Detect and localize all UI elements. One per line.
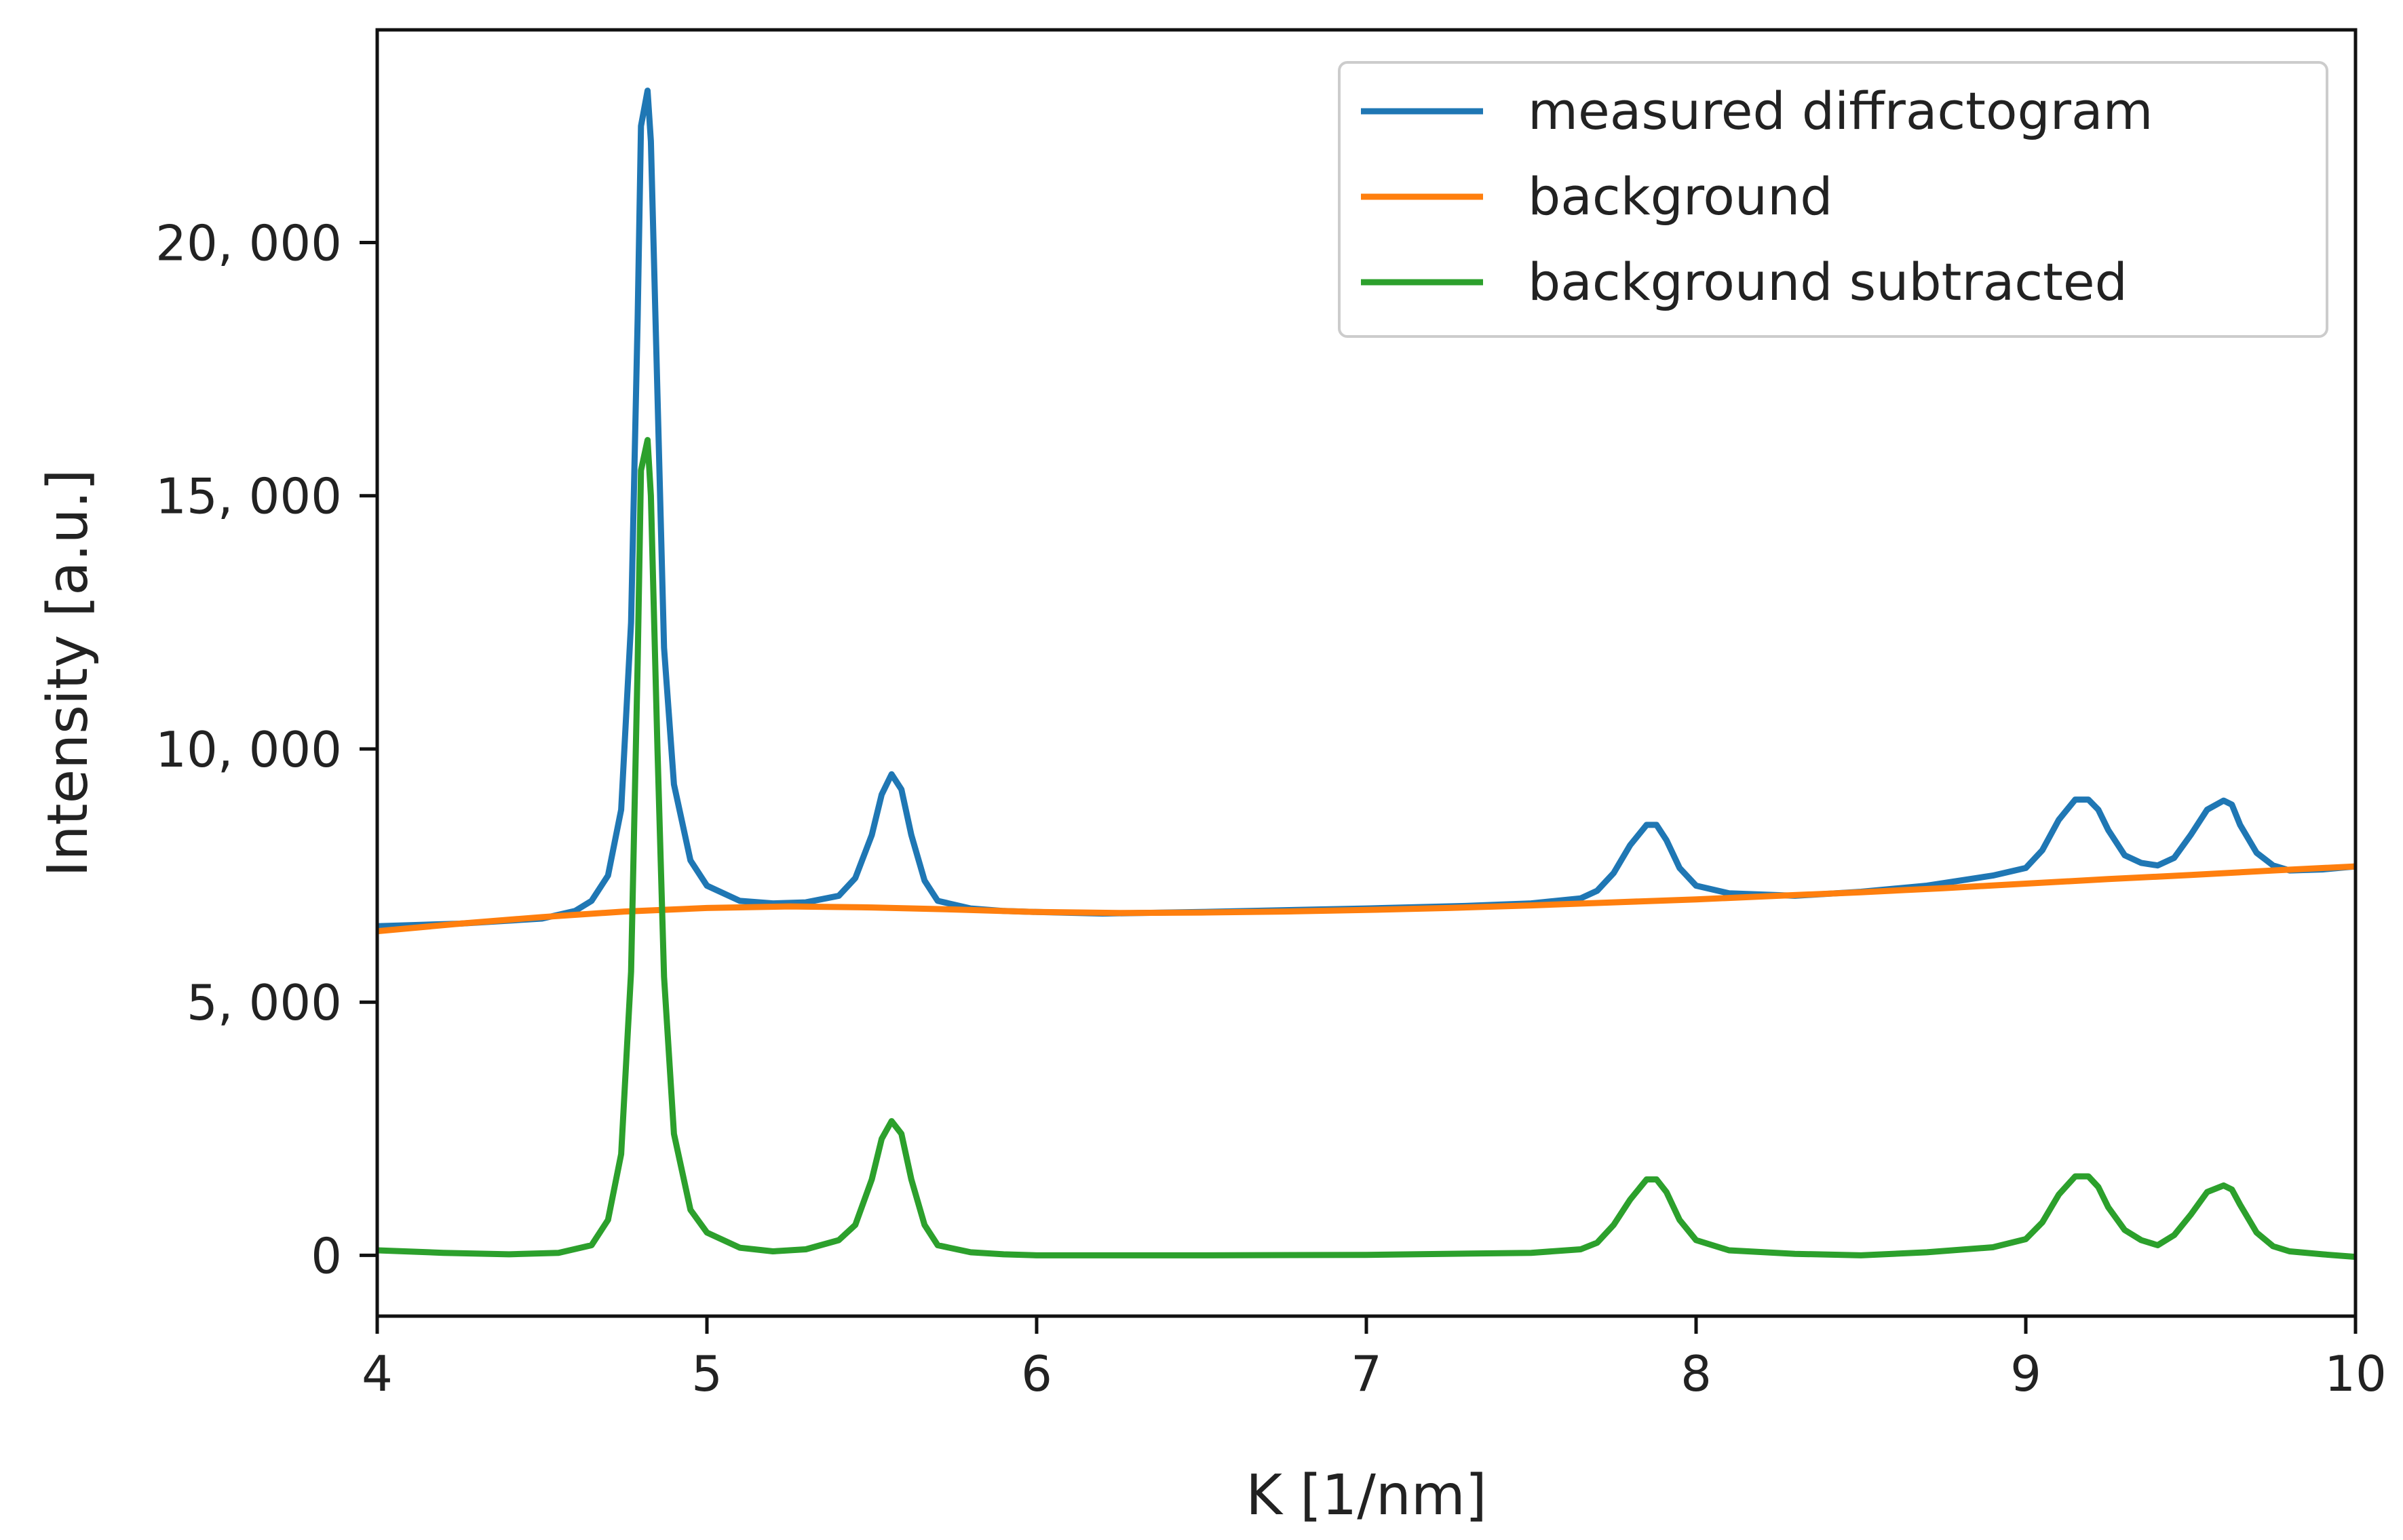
- y-tick-label: 20, 000: [155, 215, 342, 272]
- series-line-background-subtracted: [377, 437, 2356, 1260]
- axes-layer: [360, 28, 2358, 1334]
- x-tick-label: 4: [362, 1345, 393, 1402]
- x-tick-label: 8: [1680, 1345, 1712, 1402]
- x-tick-label: 10: [2324, 1345, 2387, 1402]
- y-tick-label: 15, 000: [155, 468, 342, 525]
- legend-box: [1338, 61, 2328, 338]
- labels-layer: 4 5 6 7 8 9 10 0 5, 000 10, 000 15, 000 20, 000 K [1…: [36, 215, 2387, 1528]
- legend: measured diffractogram background backgrou…: [1338, 61, 2328, 338]
- y-tick-label: 10, 000: [155, 721, 342, 778]
- series-layer: [377, 88, 2356, 1260]
- x-tick-label: 5: [691, 1345, 723, 1402]
- x-tick-label: 6: [1021, 1345, 1052, 1402]
- y-tick-label: 0: [311, 1227, 342, 1284]
- x-axis-label: K [1/nm]: [1246, 1463, 1486, 1528]
- legend-label: background subtracted: [1528, 252, 2128, 312]
- series-line-background: [377, 863, 2356, 935]
- x-tick-label: 9: [2010, 1345, 2041, 1402]
- y-tick-label: 5, 000: [187, 974, 342, 1031]
- x-tick-label: 7: [1351, 1345, 1382, 1402]
- legend-label: background: [1528, 166, 1833, 227]
- legend-label: measured diffractogram: [1528, 81, 2153, 141]
- y-axis-label: Intensity [a.u.]: [36, 469, 100, 877]
